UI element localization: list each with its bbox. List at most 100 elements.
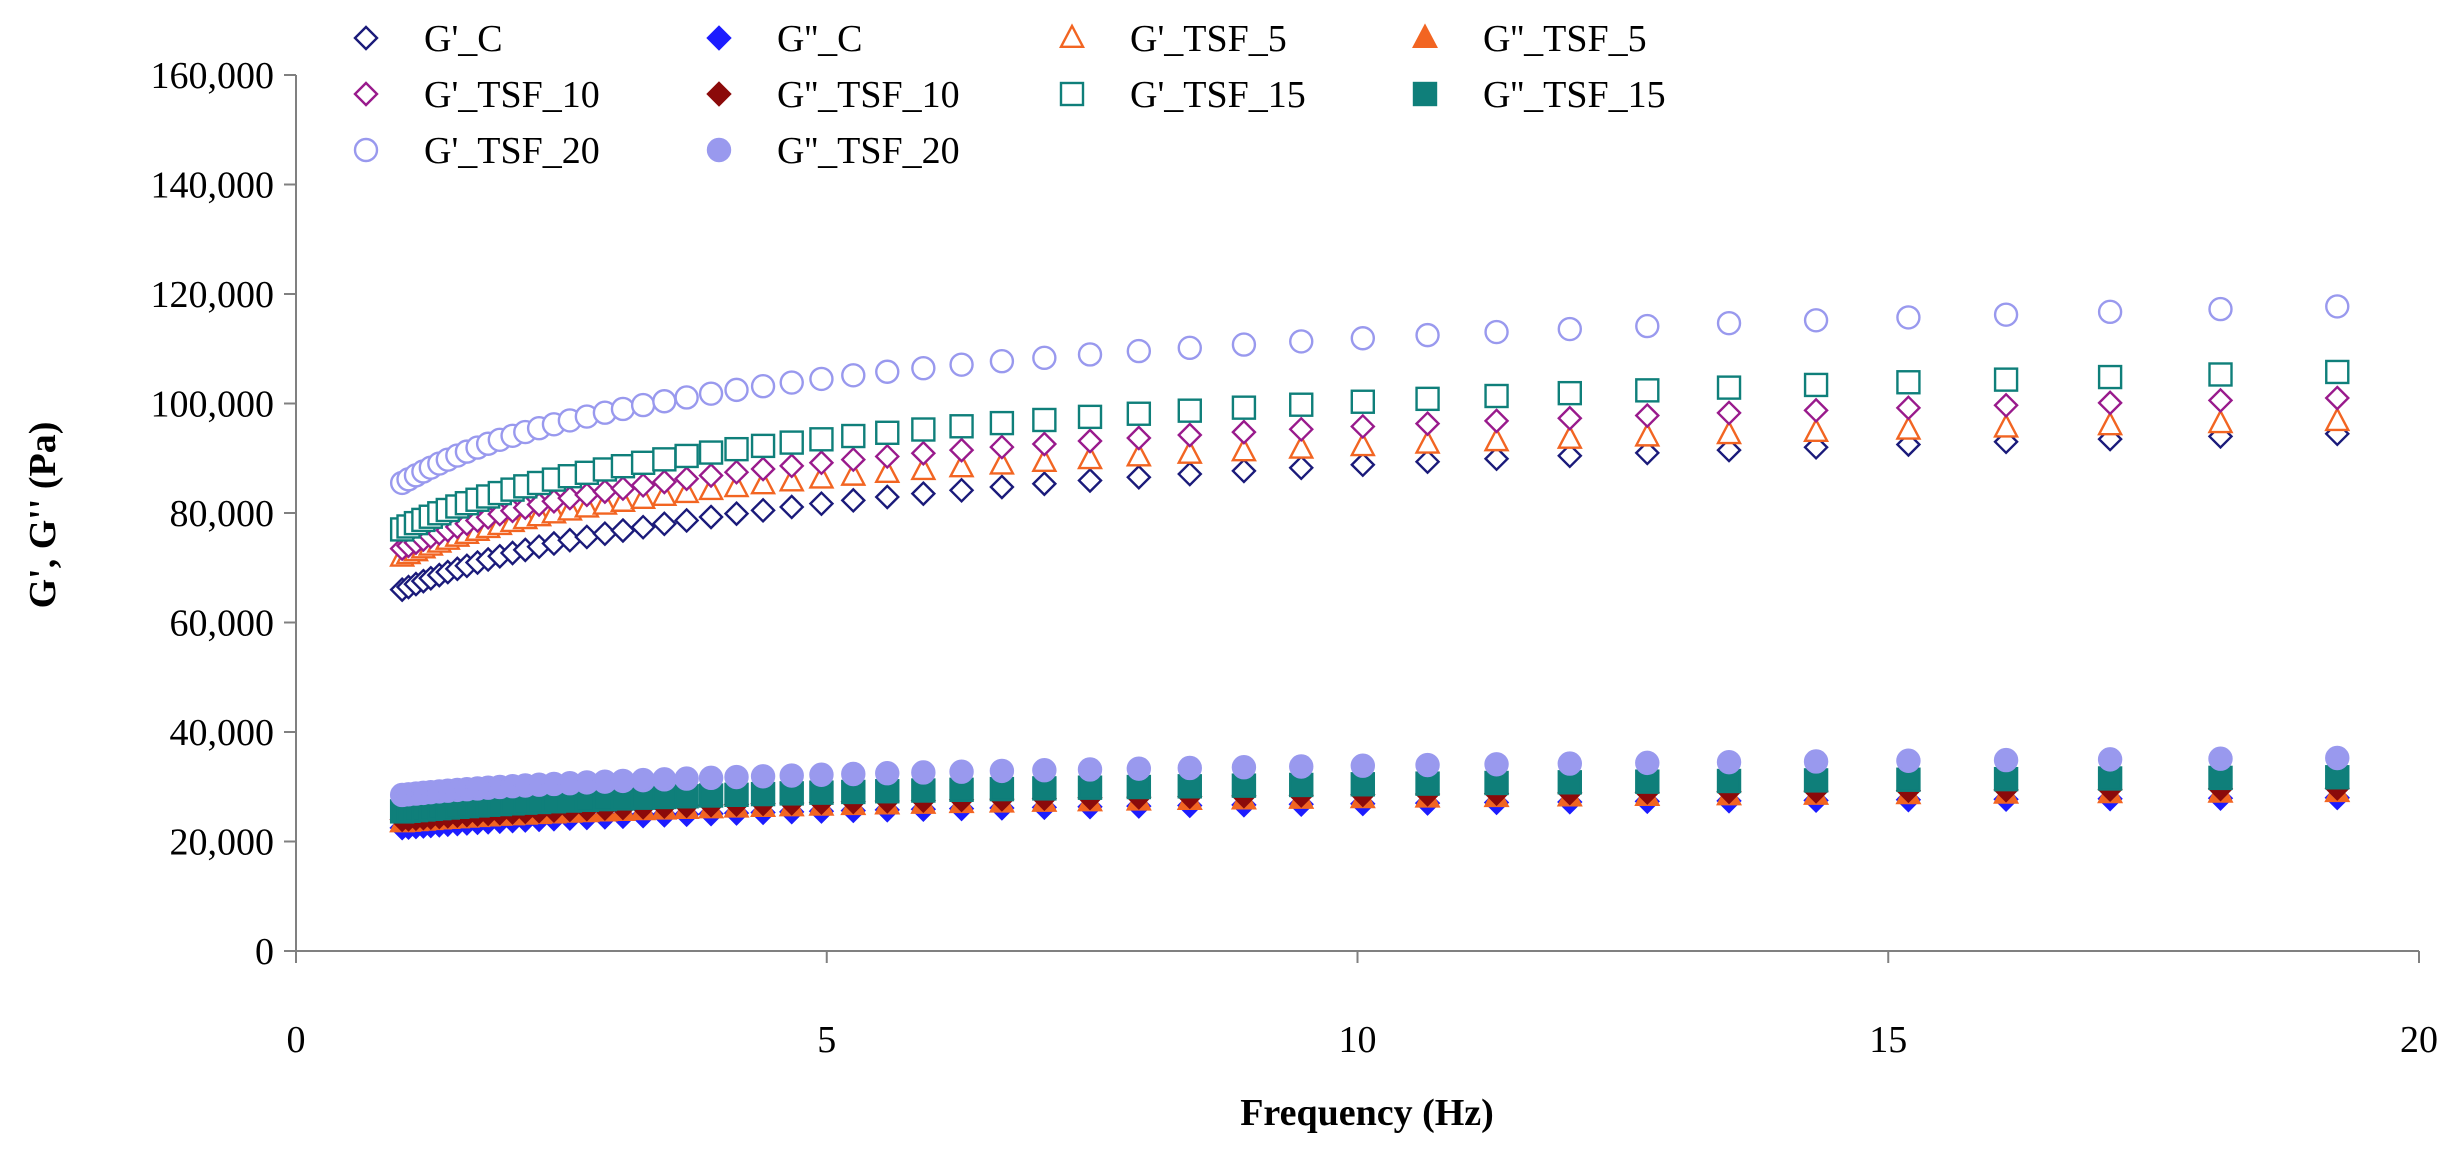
data-point [778, 466, 805, 492]
data-point [1716, 400, 1742, 426]
data-point [808, 463, 835, 489]
data-point [1231, 395, 1257, 420]
data-point [1177, 398, 1202, 423]
data-point [1634, 402, 1660, 429]
series-g-tsf-10 [389, 385, 2350, 562]
data-point [1177, 755, 1202, 781]
data-point [1556, 424, 1583, 449]
data-point [2207, 387, 2234, 414]
data-point [1176, 439, 1203, 464]
data-point [1716, 310, 1742, 336]
data-point [2097, 410, 2124, 436]
data-point [1126, 401, 1152, 426]
data-point [1126, 464, 1152, 490]
data-point [1993, 302, 2019, 327]
y-tick-label: 0 [255, 931, 274, 973]
data-point [1350, 753, 1376, 778]
data-point [1230, 436, 1257, 462]
data-point [750, 497, 776, 524]
legend-marker [706, 81, 732, 107]
data-point [2208, 746, 2233, 771]
series-g-tsf-15 [389, 765, 2350, 824]
data-point [840, 487, 866, 514]
data-point [1993, 412, 2020, 438]
data-point [779, 763, 804, 788]
data-point [1635, 750, 1660, 776]
data-point [1716, 419, 1743, 445]
data-point [1288, 416, 1314, 442]
data-point [750, 433, 776, 459]
legend-marker [706, 25, 732, 51]
data-point [1289, 329, 1314, 354]
y-tick-label: 100,000 [151, 384, 275, 426]
data-point [630, 472, 656, 498]
x-tick-label: 0 [287, 1019, 306, 1061]
plot-series [389, 294, 2351, 841]
data-point [630, 392, 656, 418]
data-point [1031, 471, 1058, 497]
legend-label: G''_TSF_20 [777, 130, 960, 172]
data-point [1896, 305, 1921, 330]
legend-entry: G''_C [706, 18, 862, 60]
data-point [875, 761, 900, 786]
data-point [723, 472, 750, 498]
data-point [2097, 390, 2123, 416]
data-point [1231, 332, 1257, 357]
legend-label: G'_TSF_10 [424, 74, 600, 116]
data-point [949, 759, 974, 784]
legend-marker [1412, 23, 1438, 48]
data-point [630, 514, 656, 540]
x-tick-label: 10 [1339, 1019, 1377, 1061]
series-g-tsf-20 [389, 294, 2350, 496]
data-point [1289, 392, 1314, 417]
data-point [2208, 296, 2233, 322]
data-point [1483, 446, 1510, 472]
data-point [1350, 452, 1376, 478]
data-point [1415, 386, 1440, 412]
data-point [1557, 751, 1583, 776]
data-point [1032, 407, 1057, 433]
data-point [1177, 461, 1203, 487]
data-point [1077, 404, 1103, 430]
data-point [651, 469, 678, 495]
data-point [2097, 747, 2123, 772]
data-point [1716, 375, 1742, 400]
data-point [1077, 342, 1103, 367]
data-point [1077, 444, 1103, 470]
data-point [910, 480, 937, 507]
data-point [948, 437, 975, 463]
series-g-tsf-15 [389, 359, 2350, 542]
legend-label: G''_TSF_15 [1483, 74, 1666, 116]
data-point [724, 377, 749, 403]
x-axis: 0 5 10 15 20 [287, 950, 2438, 1061]
data-point [840, 446, 866, 473]
data-point [750, 456, 776, 482]
legend-entry: G'_TSF_10 [353, 74, 600, 116]
y-tick-label: 20,000 [170, 822, 275, 864]
series-g-tsf-5 [389, 406, 2351, 567]
data-point [2325, 745, 2350, 771]
legend-entry: G'_C [353, 18, 503, 60]
data-point [989, 349, 1015, 374]
data-point [1993, 367, 2019, 392]
data-point [1557, 443, 1583, 469]
legend-label: G'_C [424, 18, 503, 60]
data-point [874, 443, 900, 470]
legend-marker [1059, 23, 1085, 48]
data-point [651, 511, 678, 537]
data-point [2324, 406, 2351, 432]
data-point [652, 447, 677, 472]
data-point [911, 355, 936, 381]
data-point [809, 762, 834, 787]
data-point [1414, 449, 1441, 475]
legend-label: G'_TSF_5 [1130, 18, 1287, 60]
data-point [779, 370, 804, 395]
data-point [809, 366, 834, 392]
data-point [2325, 359, 2350, 385]
data-point [1993, 747, 2019, 773]
data-point [652, 389, 677, 414]
data-point [1032, 758, 1057, 783]
data-point [1484, 752, 1509, 777]
data-point [1557, 380, 1583, 406]
